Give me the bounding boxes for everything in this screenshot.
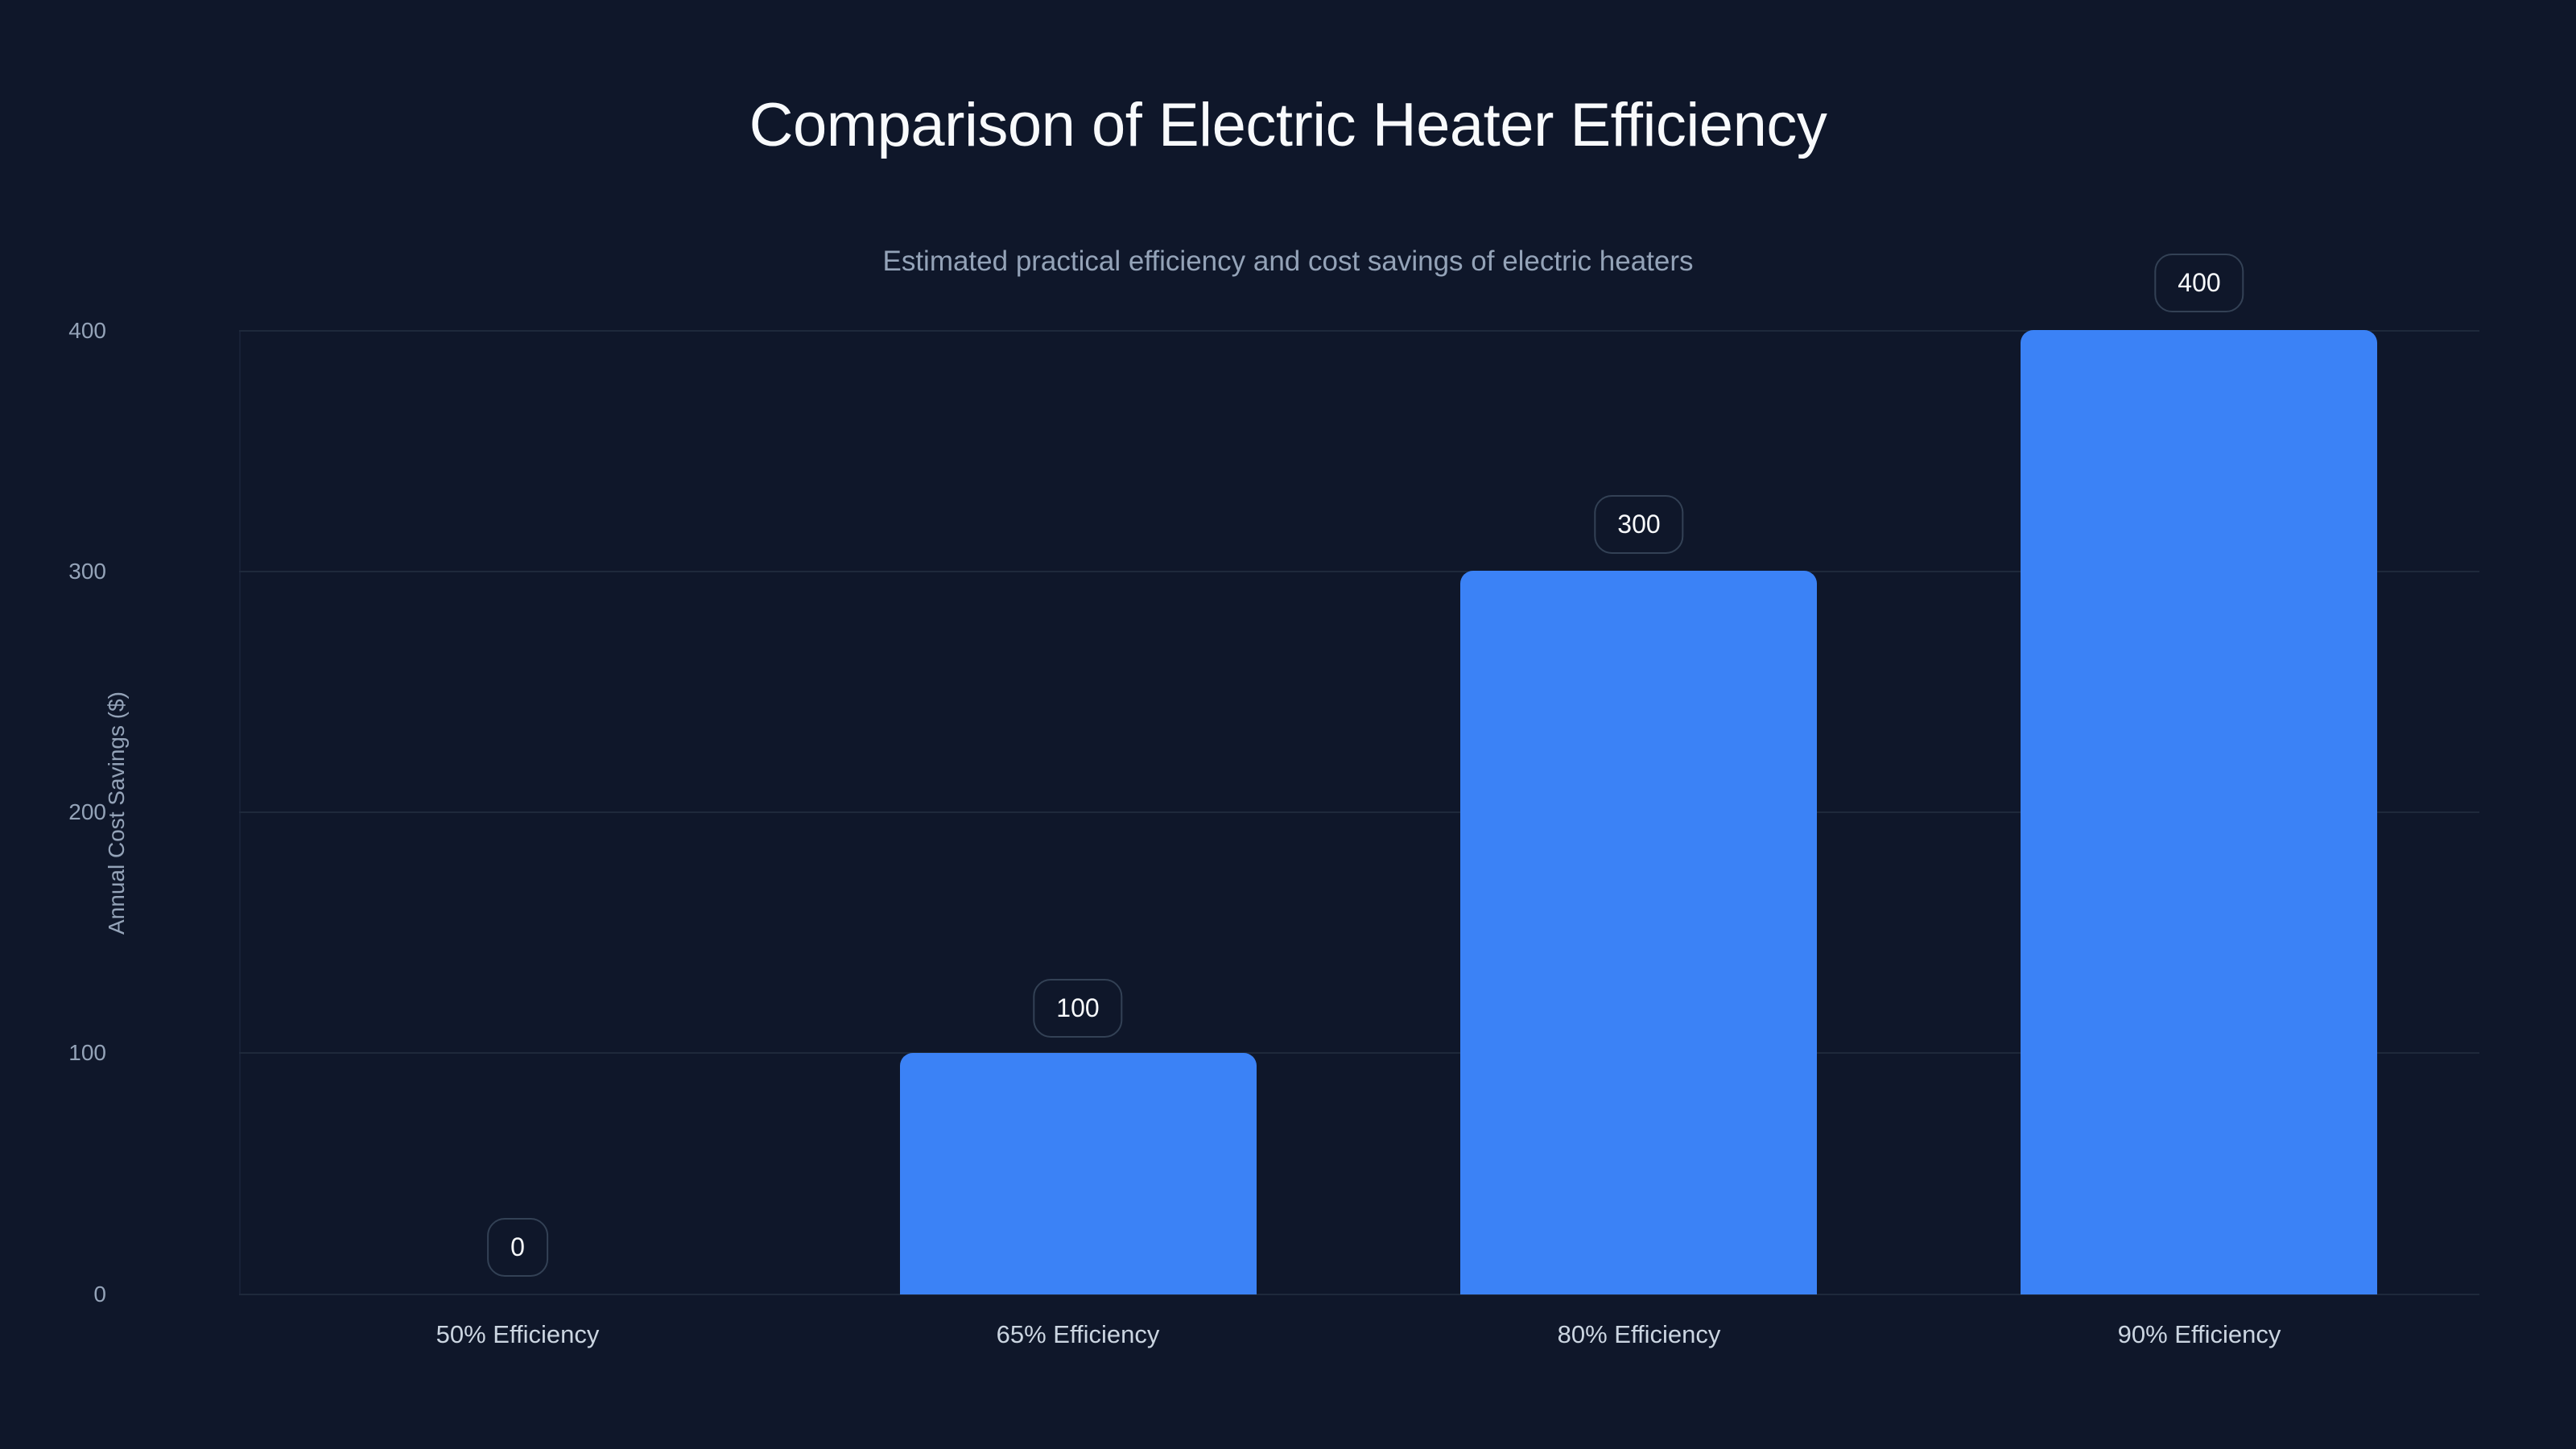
value-label-80: 300 <box>1594 495 1684 554</box>
y-tick-0: 0 <box>93 1282 106 1307</box>
value-label-50: 0 <box>487 1218 548 1277</box>
y-axis-label: Annual Cost Savings ($) <box>104 691 129 935</box>
bar-90-efficiency <box>2021 330 2377 1294</box>
value-label-90: 400 <box>2154 254 2244 312</box>
gridline-300 <box>239 571 2479 572</box>
gridline-200 <box>239 811 2479 813</box>
y-tick-100: 100 <box>68 1040 106 1065</box>
bar-65-efficiency <box>900 1053 1257 1294</box>
plot-area: 400 300 200 100 0 <box>68 318 2479 1307</box>
gridline-400 <box>239 330 2479 332</box>
bar-80-efficiency <box>1460 571 1817 1294</box>
x-tick-80: 80% Efficiency <box>1557 1320 1721 1348</box>
y-tick-200: 200 <box>68 799 106 824</box>
x-tick-50: 50% Efficiency <box>436 1320 600 1348</box>
value-label-65: 100 <box>1033 979 1123 1038</box>
gridline-0 <box>239 1294 2479 1295</box>
chart-subtitle: Estimated practical efficiency and cost … <box>882 246 1694 277</box>
y-tick-400: 400 <box>68 318 106 343</box>
x-tick-65: 65% Efficiency <box>996 1320 1160 1348</box>
x-tick-90: 90% Efficiency <box>2117 1320 2281 1348</box>
gridline-100 <box>239 1052 2479 1054</box>
chart-title: Comparison of Electric Heater Efficiency <box>749 91 1827 159</box>
y-tick-300: 300 <box>68 559 106 584</box>
